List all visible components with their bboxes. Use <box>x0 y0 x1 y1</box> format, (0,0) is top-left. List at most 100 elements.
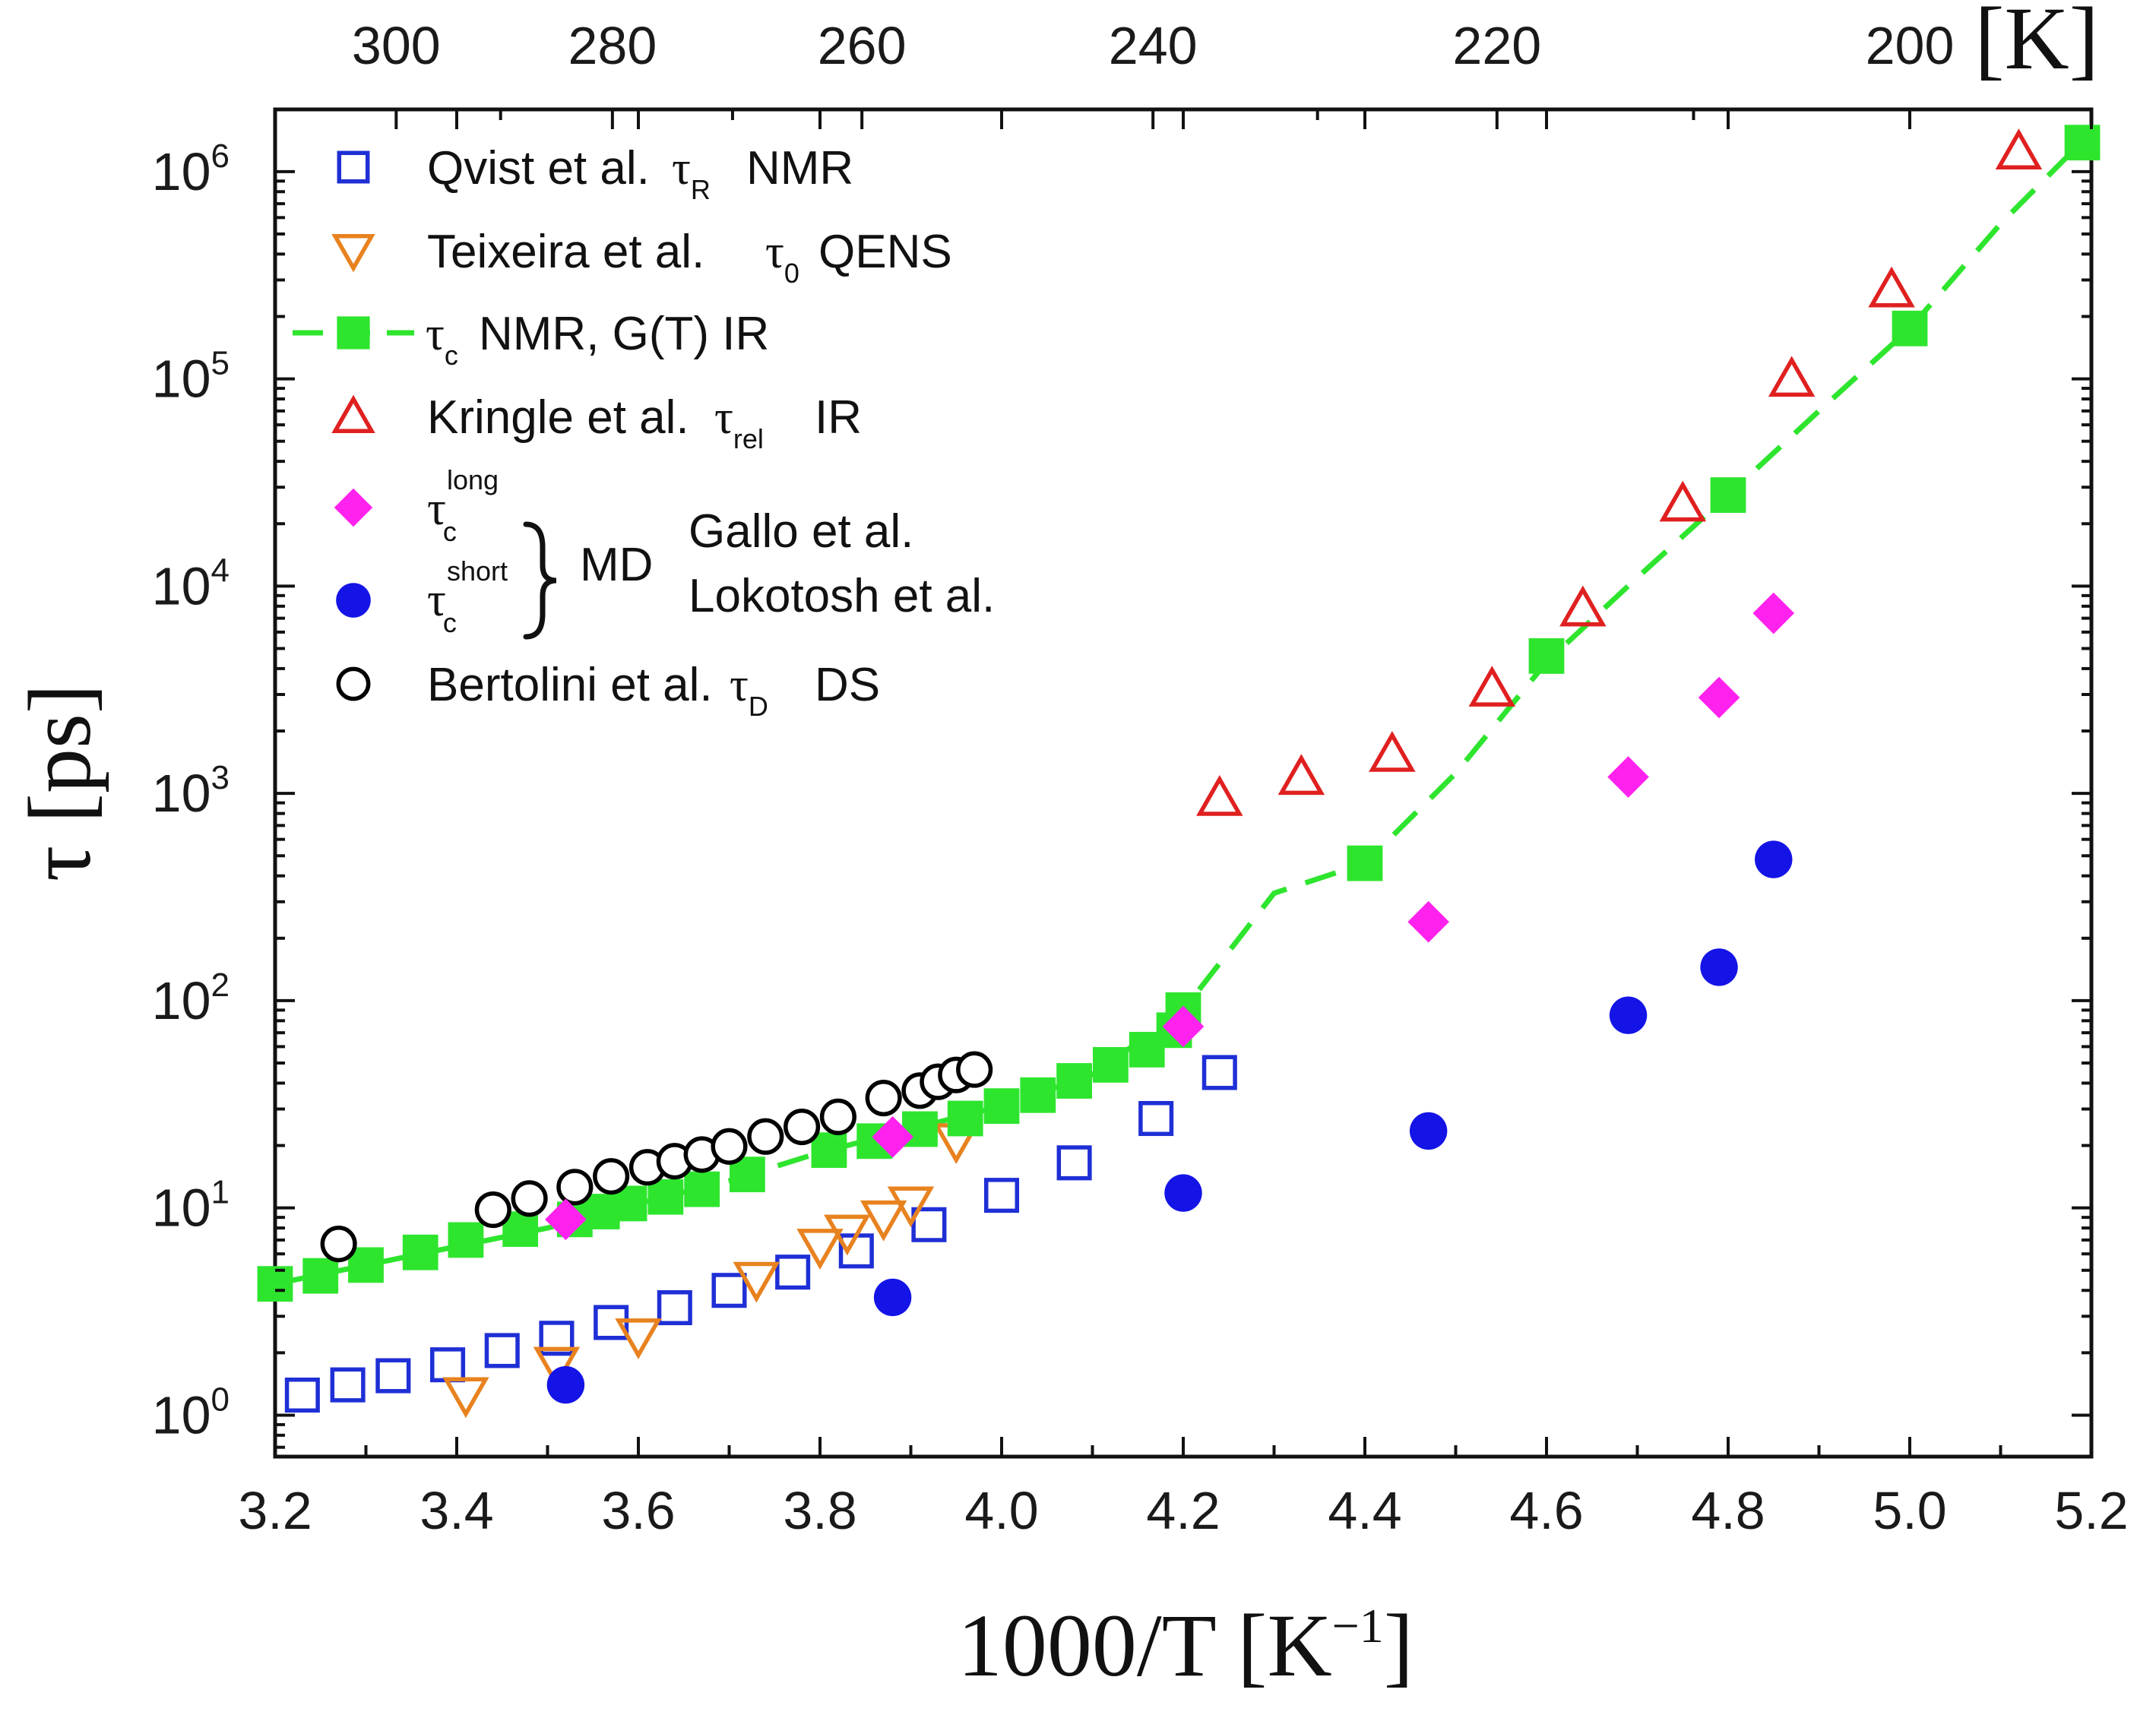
legend-marker <box>337 150 370 184</box>
legend-method: IR <box>815 391 862 444</box>
nmr_ir-point-3 <box>402 1234 438 1270</box>
legend-label: Bertolini et al. <box>427 659 713 711</box>
x-axis-title: 1000/T [K−1] <box>958 1596 1414 1695</box>
qvist-point-5 <box>539 1321 575 1356</box>
legend-superscript: long <box>447 464 499 495</box>
legend-symbol: τR <box>672 143 711 205</box>
legend: Qvist et al. τR NMR Teixeira et al. τ0 QENS τc… <box>293 142 995 722</box>
bertolini-point-8 <box>711 1128 748 1165</box>
lokotosh_short-point-2 <box>1164 1174 1202 1212</box>
tick-marks <box>274 109 2093 1457</box>
bertolini-point-9 <box>747 1118 784 1155</box>
qvist-point-15 <box>1201 1055 1237 1090</box>
legend-label: Gallo et al. <box>689 505 913 558</box>
legend-item-qvist: Qvist et al. τR NMR <box>337 142 853 205</box>
gallo_long-point-5 <box>1698 676 1740 719</box>
gallo_long-point-2 <box>1162 1005 1205 1048</box>
nmr_ir-point-24 <box>1528 638 1565 674</box>
x-tick-label: 3.4 <box>419 1481 493 1540</box>
series-qvist <box>284 1055 1237 1413</box>
nmr_ir-point-17 <box>1020 1077 1056 1113</box>
series-nmr_ir <box>257 125 2101 1302</box>
y-tick-label: 105 <box>152 345 230 409</box>
gallo_long-point-6 <box>1752 592 1795 634</box>
legend-symbol: τc <box>427 574 457 638</box>
legend-label: NMR, G(T) IR <box>479 308 769 360</box>
teixeira-point-6 <box>860 1200 907 1242</box>
nmr_ir-point-26 <box>1892 310 1928 346</box>
x-tick-label: 3.6 <box>601 1481 675 1540</box>
legend-symbol: τD <box>730 660 768 722</box>
x-tick-label: 5.0 <box>1873 1481 1946 1540</box>
bertolini-point-12 <box>865 1079 902 1117</box>
nmr_ir-point-1 <box>302 1258 339 1294</box>
legend-marker <box>336 583 371 618</box>
legend-brace <box>523 521 557 640</box>
y-tick-label: 103 <box>152 759 230 823</box>
y-axis-title: τ [ps] <box>10 684 109 881</box>
bertolini-point-16 <box>956 1051 993 1088</box>
axes-layer: 3.2 3.4 3.6 3.8 4.0 4.2 4.4 4.6 4.8 5.0 5.2 100 101 1… <box>10 0 2129 1695</box>
x-tick-label: 4.8 <box>1691 1481 1765 1540</box>
top-tick-label: 240 <box>1109 16 1198 75</box>
teixeira-point-2 <box>615 1318 662 1359</box>
bertolini-point-1 <box>474 1191 511 1229</box>
qvist-point-0 <box>284 1377 320 1413</box>
series-kringle <box>1196 128 2043 816</box>
legend-symbol: τc <box>426 308 458 371</box>
qvist-point-7 <box>657 1289 692 1326</box>
legend-item-kringle: Kringle et al. τrel IR <box>331 391 862 454</box>
kringle-point-5 <box>1659 480 1706 522</box>
gallo_long-point-1 <box>872 1115 913 1158</box>
bertolini-point-2 <box>511 1180 548 1217</box>
teixeira-point-5 <box>824 1214 871 1256</box>
nmr_ir-point-18 <box>1056 1063 1092 1099</box>
lokotosh_short-point-1 <box>873 1278 912 1317</box>
kringle-point-0 <box>1196 774 1243 816</box>
bertolini-point-11 <box>819 1098 856 1135</box>
y-tick-label: 104 <box>152 552 230 615</box>
x-tick-label: 4.0 <box>964 1481 1038 1540</box>
kringle-point-2 <box>1369 730 1416 772</box>
series-gallo_long <box>545 592 1795 1241</box>
legend-marker <box>336 666 371 701</box>
legend-item-nmr_ir: τc NMR, G(T) IR <box>293 308 769 371</box>
qvist-point-2 <box>375 1358 411 1394</box>
kringle-point-3 <box>1468 666 1516 707</box>
legend-marker <box>334 488 373 527</box>
nmr_ir-point-4 <box>448 1222 484 1258</box>
x-tick-label: 4.2 <box>1146 1481 1220 1540</box>
y-tick-label: 102 <box>152 967 230 1030</box>
nmr_ir-point-27 <box>2064 125 2101 161</box>
qvist-point-14 <box>1138 1100 1174 1137</box>
legend-item-bertolini: Bertolini et al. τD DS <box>336 659 880 722</box>
lokotosh_short-point-6 <box>1755 840 1793 878</box>
top-tick-label: 300 <box>352 16 441 75</box>
legend-symbol: τ0 <box>765 226 799 289</box>
qvist-point-8 <box>711 1273 747 1308</box>
bertolini-point-3 <box>556 1169 594 1206</box>
top-tick-label: 260 <box>818 16 907 75</box>
top-tick-label: 200 <box>1866 16 1955 75</box>
nmr_ir-point-23 <box>1347 845 1383 881</box>
nmr_ir-point-15 <box>947 1100 983 1137</box>
x-tick-label: 4.4 <box>1328 1481 1401 1540</box>
series-bertolini <box>320 1051 993 1263</box>
legend-label: Kringle et al. <box>427 391 689 444</box>
lokotosh_short-point-0 <box>546 1365 585 1404</box>
legend-md-label: MD <box>580 539 653 591</box>
legend-method: NMR <box>746 142 853 195</box>
top-tick-label: 220 <box>1452 16 1541 75</box>
y-tick-label: 100 <box>152 1381 230 1444</box>
y-tick-label: 106 <box>152 138 230 201</box>
qvist-point-3 <box>430 1347 466 1383</box>
top-tick-label: 280 <box>568 16 657 75</box>
bertolini-point-0 <box>320 1226 357 1263</box>
legend-symbol: τrel <box>714 392 764 454</box>
gallo_long-point-3 <box>1407 900 1449 943</box>
qvist-point-9 <box>775 1254 811 1290</box>
legend-label: Teixeira et al. <box>427 226 704 278</box>
qvist-point-13 <box>1056 1145 1092 1181</box>
